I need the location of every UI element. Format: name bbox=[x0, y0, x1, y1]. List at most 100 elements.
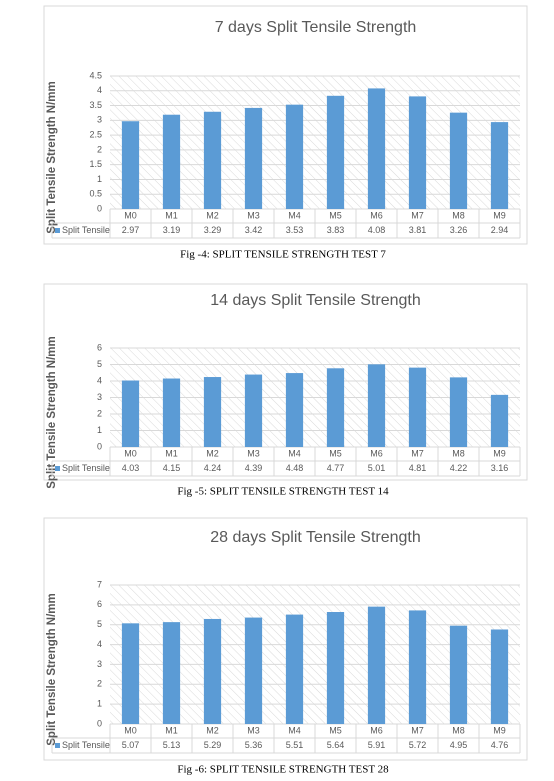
x-tick-label: M0 bbox=[124, 725, 137, 735]
bar bbox=[367, 88, 386, 209]
y-tick-label: 0 bbox=[97, 441, 102, 451]
table-value: 3.16 bbox=[491, 463, 509, 473]
table-value: 4.08 bbox=[368, 225, 386, 235]
legend-label: Split Tensile bbox=[62, 225, 110, 235]
x-tick-label: M1 bbox=[165, 210, 178, 220]
table-value: 4.48 bbox=[286, 463, 304, 473]
x-tick-label: M0 bbox=[124, 210, 137, 220]
bar bbox=[326, 95, 345, 209]
x-tick-label: M2 bbox=[206, 210, 219, 220]
x-tick-label: M0 bbox=[124, 448, 137, 458]
table-value: 5.91 bbox=[368, 740, 386, 750]
y-tick-label: 7 bbox=[97, 579, 102, 589]
x-tick-label: M9 bbox=[493, 210, 506, 220]
y-tick-label: 2 bbox=[97, 679, 102, 689]
bar bbox=[285, 104, 304, 209]
table-value: 5.36 bbox=[245, 740, 263, 750]
x-tick-label: M3 bbox=[247, 210, 260, 220]
x-tick-label: M8 bbox=[452, 725, 465, 735]
y-axis-label: Split Tensile Strength N/mm bbox=[46, 593, 58, 746]
x-tick-label: M5 bbox=[329, 725, 342, 735]
table-value: 3.19 bbox=[163, 225, 181, 235]
bar bbox=[490, 394, 509, 447]
table-value: 3.42 bbox=[245, 225, 263, 235]
table-value: 2.94 bbox=[491, 225, 509, 235]
bar bbox=[490, 629, 509, 724]
table-value: 4.24 bbox=[204, 463, 222, 473]
y-tick-label: 1.5 bbox=[89, 159, 102, 169]
x-tick-label: M7 bbox=[411, 210, 424, 220]
table-value: 3.81 bbox=[409, 225, 427, 235]
x-tick-label: M2 bbox=[206, 448, 219, 458]
y-axis-label: Split Tensile Strength N/mm bbox=[46, 336, 58, 489]
table-value: 5.51 bbox=[286, 740, 304, 750]
y-tick-label: 0.5 bbox=[89, 189, 102, 199]
x-tick-label: M3 bbox=[247, 725, 260, 735]
table-value: 2.97 bbox=[122, 225, 140, 235]
table-value: 5.01 bbox=[368, 463, 386, 473]
table-value: 3.29 bbox=[204, 225, 222, 235]
y-tick-label: 4 bbox=[97, 639, 102, 649]
table-value: 4.81 bbox=[409, 463, 427, 473]
x-tick-label: M6 bbox=[370, 725, 383, 735]
x-tick-label: M8 bbox=[452, 210, 465, 220]
figure-caption: Fig -4: SPLIT TENSILE STRENGTH TEST 7 bbox=[180, 249, 386, 261]
y-tick-label: 1 bbox=[97, 425, 102, 435]
x-tick-label: M5 bbox=[329, 448, 342, 458]
y-tick-label: 0 bbox=[97, 203, 102, 213]
x-tick-label: M4 bbox=[288, 448, 301, 458]
chart-title: 14 days Split Tensile Strength bbox=[210, 292, 421, 309]
bar bbox=[408, 367, 427, 447]
x-tick-label: M1 bbox=[165, 725, 178, 735]
table-value: 3.83 bbox=[327, 225, 345, 235]
bar bbox=[121, 380, 140, 447]
x-tick-label: M8 bbox=[452, 448, 465, 458]
bar bbox=[162, 378, 181, 447]
y-tick-label: 4 bbox=[97, 375, 102, 385]
bar bbox=[121, 121, 140, 209]
chart-title: 7 days Split Tensile Strength bbox=[215, 19, 417, 36]
x-tick-label: M3 bbox=[247, 448, 260, 458]
bar bbox=[326, 368, 345, 447]
bar bbox=[490, 122, 509, 209]
y-tick-label: 5 bbox=[97, 359, 102, 369]
bar bbox=[326, 612, 345, 724]
y-axis-label: Split Tensile Strength N/mm bbox=[46, 81, 58, 234]
legend-swatch bbox=[55, 228, 60, 233]
bar bbox=[162, 622, 181, 724]
bar bbox=[244, 617, 263, 724]
x-tick-label: M6 bbox=[370, 448, 383, 458]
table-value: 4.15 bbox=[163, 463, 181, 473]
x-tick-label: M7 bbox=[411, 448, 424, 458]
y-tick-label: 6 bbox=[97, 342, 102, 352]
bar bbox=[449, 112, 468, 209]
bar bbox=[367, 364, 386, 447]
table-value: 4.39 bbox=[245, 463, 263, 473]
x-tick-label: M4 bbox=[288, 210, 301, 220]
table-value: 4.03 bbox=[122, 463, 140, 473]
table-value: 5.13 bbox=[163, 740, 181, 750]
table-value: 4.76 bbox=[491, 740, 509, 750]
bar bbox=[162, 114, 181, 209]
legend-swatch bbox=[55, 743, 60, 748]
table-value: 3.26 bbox=[450, 225, 468, 235]
table-value: 4.22 bbox=[450, 463, 468, 473]
x-tick-label: M2 bbox=[206, 725, 219, 735]
bar bbox=[203, 618, 222, 724]
x-tick-label: M7 bbox=[411, 725, 424, 735]
y-tick-label: 4.5 bbox=[89, 70, 102, 80]
y-tick-label: 1 bbox=[97, 174, 102, 184]
y-tick-label: 4 bbox=[97, 85, 102, 95]
legend-label: Split Tensile bbox=[62, 740, 110, 750]
bar bbox=[285, 614, 304, 724]
bar bbox=[408, 610, 427, 724]
chart-title: 28 days Split Tensile Strength bbox=[210, 529, 421, 546]
bar bbox=[203, 377, 222, 447]
legend-label: Split Tensile bbox=[62, 463, 110, 473]
y-tick-label: 3 bbox=[97, 392, 102, 402]
y-tick-label: 2 bbox=[97, 144, 102, 154]
y-tick-label: 3 bbox=[97, 115, 102, 125]
y-tick-label: 2.5 bbox=[89, 129, 102, 139]
y-tick-label: 1 bbox=[97, 699, 102, 709]
